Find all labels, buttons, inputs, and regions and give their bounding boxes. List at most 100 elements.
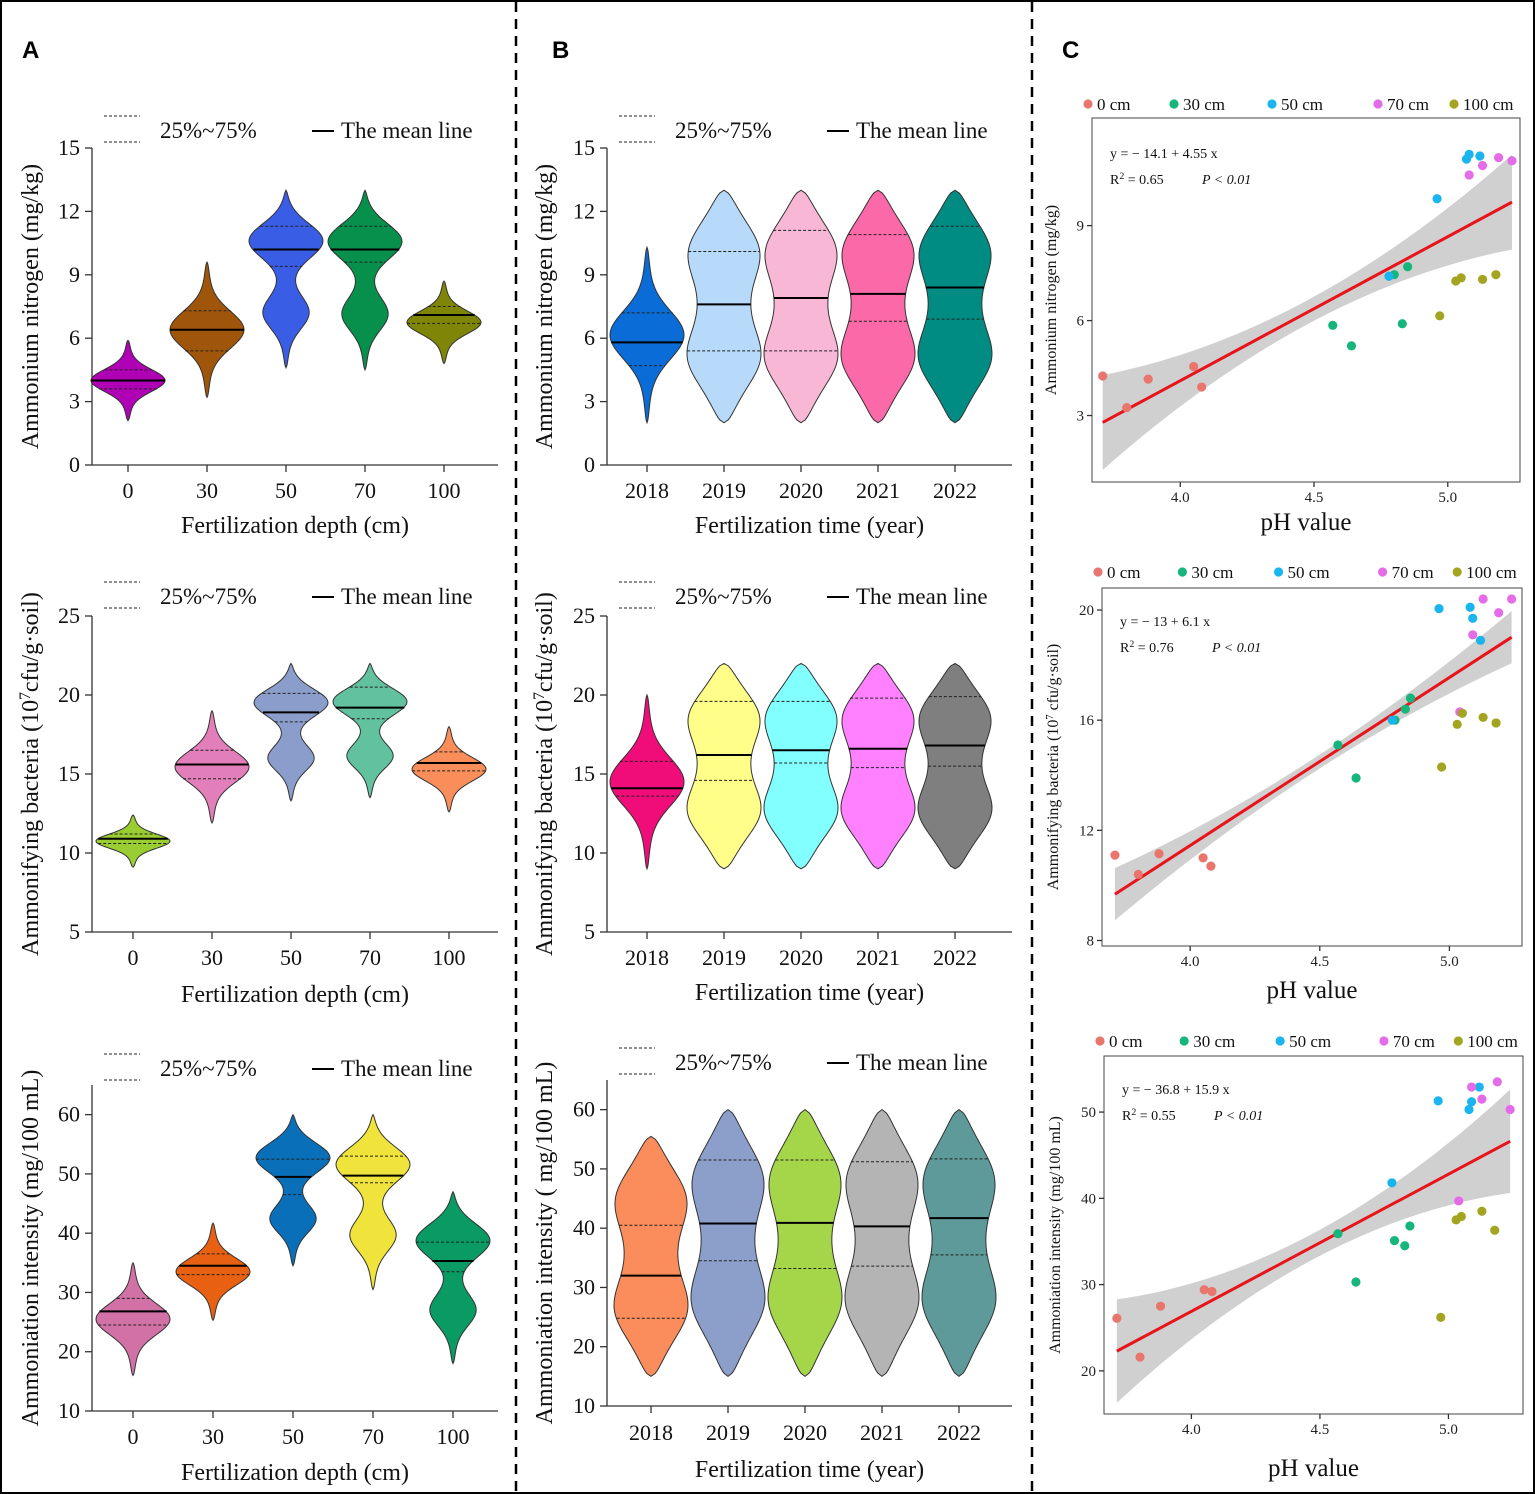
legend-quartile-label: 25%~75% — [160, 1056, 257, 1081]
x-tick-label: 2018 — [629, 1420, 673, 1445]
violin — [406, 280, 482, 365]
data-point — [1197, 382, 1207, 392]
x-tick-label: 100 — [437, 1424, 470, 1449]
violin-chart-a2: 5 10 15 20 25 0 30 50 70 100 Fertilization depth (… — [17, 581, 498, 1008]
y-tick-label: 25 — [58, 603, 80, 628]
data-point — [1207, 1286, 1217, 1297]
legend-label: 30 cm — [1193, 1032, 1235, 1051]
violin — [327, 189, 403, 372]
scatter-legend: 0 cm 30 cm 50 cm 70 cm 100 cm — [1095, 1032, 1518, 1051]
data-point — [1400, 1241, 1410, 1251]
legend-marker — [1179, 1036, 1189, 1046]
x-tick-label: 30 — [201, 945, 223, 970]
data-point — [1466, 1097, 1477, 1107]
data-point — [1199, 1285, 1209, 1295]
p-value-text: P < 0.01 — [1201, 173, 1251, 188]
x-axis-title: Fertilization time (year) — [695, 980, 924, 1006]
panel-label-b: B — [552, 37, 569, 64]
violin-chart-b2: 5 10 15 20 25 2018 2019 2020 2021 2022 Fertilizati… — [531, 581, 1012, 1006]
y-axis-title: Ammoniation intensity ( mg/100 mL) — [532, 1062, 558, 1425]
x-tick-label: 2022 — [933, 478, 977, 503]
legend-marker — [1267, 99, 1277, 109]
r-squared-text: R2 = 0.76 — [1120, 639, 1174, 657]
data-point — [1389, 1236, 1400, 1246]
legend-label: 0 cm — [1109, 1032, 1143, 1051]
violin — [844, 1109, 920, 1377]
legend-label: 0 cm — [1107, 563, 1141, 582]
x-tick-label: 5.0 — [1439, 1422, 1458, 1438]
data-point — [1477, 1206, 1487, 1216]
x-tick-label: 70 — [359, 945, 381, 970]
y-tick-label: 20 — [573, 682, 595, 707]
legend-quartile-label: 25%~75% — [675, 1050, 772, 1075]
violin — [917, 189, 993, 424]
legend-marker — [1169, 99, 1179, 109]
y-tick-label: 40 — [573, 1215, 595, 1240]
legend-label: 100 cm — [1467, 1032, 1518, 1051]
x-tick-label: 5.0 — [1438, 490, 1457, 506]
x-tick-label: 70 — [362, 1424, 384, 1449]
data-point — [1464, 149, 1474, 159]
y-axis-title: Ammoniation intensity (mg/100 mL) — [1047, 1116, 1064, 1354]
y-tick-label: 40 — [58, 1220, 80, 1245]
violin — [840, 189, 916, 424]
y-tick-label: 6 — [584, 325, 595, 350]
x-tick-label: 2021 — [860, 1420, 904, 1445]
y-axis-title: Ammonifying bacteria (107cfu/g·soil) — [531, 592, 559, 956]
data-point — [1405, 693, 1416, 703]
data-point — [1133, 869, 1143, 880]
r-squared-text: R2 = 0.55 — [1122, 1107, 1176, 1125]
x-tick-label: 30 — [202, 1424, 224, 1449]
violin — [767, 1109, 843, 1377]
violin-legend: 25%~75% The mean line — [104, 581, 473, 609]
legend-label: 30 cm — [1191, 563, 1233, 582]
x-tick-label: 100 — [428, 478, 461, 503]
x-axis-title: pH value — [1261, 509, 1352, 536]
regression-line — [1116, 1139, 1511, 1353]
legend-label: 30 cm — [1183, 95, 1225, 114]
p-value-text: P < 0.01 — [1211, 641, 1261, 656]
panel-label-a: A — [22, 37, 39, 64]
data-point — [1384, 271, 1394, 281]
y-tick-label: 60 — [58, 1102, 80, 1127]
data-point — [1492, 1077, 1502, 1087]
legend-marker — [1452, 567, 1462, 577]
data-point — [1505, 1104, 1515, 1115]
violin — [332, 662, 408, 799]
x-tick-label: 0 — [128, 945, 139, 970]
violin — [175, 1222, 251, 1322]
data-point — [1189, 361, 1199, 372]
data-point — [1397, 319, 1407, 329]
violin — [609, 693, 685, 871]
data-point — [1494, 152, 1504, 163]
data-point — [1478, 712, 1488, 723]
legend-marker — [1379, 1036, 1389, 1046]
y-tick-label: 9 — [69, 262, 80, 287]
y-tick-label: 15 — [58, 135, 80, 160]
violin — [95, 1261, 171, 1377]
data-point — [1477, 160, 1488, 171]
scatter-legend: 0 cm 30 cm 50 cm 70 cm 100 cm — [1093, 563, 1517, 582]
data-point — [1351, 773, 1361, 783]
y-tick-label: 3 — [69, 389, 80, 414]
x-tick-label: 2021 — [856, 945, 900, 970]
data-point — [1110, 850, 1120, 860]
data-point — [1475, 151, 1485, 161]
scatter-legend: 0 cm 30 cm 50 cm 70 cm 100 cm — [1083, 95, 1514, 114]
regression-line — [1101, 200, 1513, 424]
y-tick-label: 60 — [573, 1097, 595, 1122]
y-tick-label: 16 — [1079, 713, 1095, 729]
violin — [255, 1113, 331, 1267]
data-point — [1433, 1096, 1443, 1106]
data-point — [1491, 270, 1501, 280]
y-tick-label: 5 — [584, 919, 595, 944]
x-tick-label: 4.0 — [1181, 954, 1200, 970]
p-value-text: P < 0.01 — [1213, 1109, 1263, 1124]
x-tick-label: 2022 — [933, 945, 977, 970]
legend-label: 100 cm — [1466, 563, 1517, 582]
data-point — [1475, 635, 1486, 645]
y-tick-label: 30 — [573, 1274, 595, 1299]
y-axis-title: Ammonium nitrogen (mg/kg) — [1043, 205, 1060, 395]
violin — [686, 189, 762, 424]
